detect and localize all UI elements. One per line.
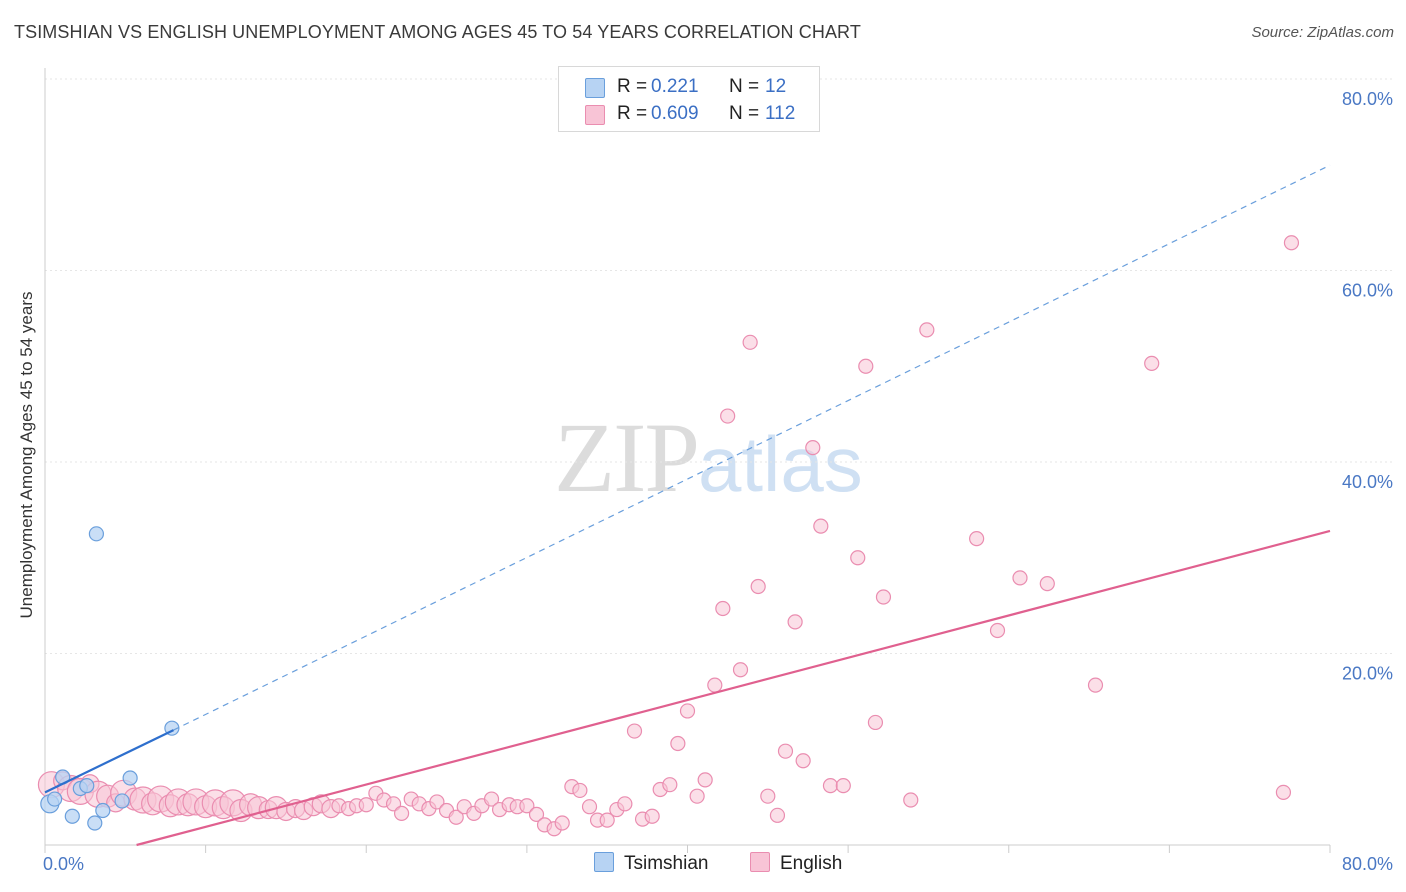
english-point xyxy=(795,753,811,769)
watermark-atlas: atlas xyxy=(698,420,863,508)
tsimshian-point xyxy=(79,778,95,794)
english-point xyxy=(835,778,851,794)
english-point xyxy=(644,808,660,824)
english-point xyxy=(617,796,633,812)
english-point xyxy=(670,735,686,752)
x-tick-label: 0.0% xyxy=(43,854,84,874)
legend-r-value: 0.609 xyxy=(651,103,699,124)
y-tick-label: 20.0% xyxy=(1342,664,1393,684)
y-tick-label: 60.0% xyxy=(1342,281,1393,301)
tsimshian-swatch xyxy=(585,78,605,98)
y-tick-label: 40.0% xyxy=(1342,472,1393,492)
legend-row-tsimshian: R = 0.221 N = 12 xyxy=(559,73,819,101)
legend-n-label: N = xyxy=(729,76,760,97)
english-point xyxy=(519,798,535,814)
english-point xyxy=(1039,576,1055,592)
english-point xyxy=(989,622,1006,639)
bottom-legend-tsimshian: Tsimshian xyxy=(594,852,708,875)
source-label: Source: ZipAtlas.com xyxy=(1251,24,1394,41)
english-point xyxy=(919,322,935,338)
legend-r-label: R = xyxy=(617,76,648,97)
legend-r-label: R = xyxy=(617,103,648,124)
tsimshian-point xyxy=(64,808,80,824)
tsimshian-trend-extension xyxy=(173,164,1331,731)
english-point xyxy=(429,794,445,810)
english-point xyxy=(679,703,696,719)
english-point xyxy=(715,600,731,617)
english-trend-line xyxy=(136,529,1331,847)
english-legend-label: English xyxy=(780,853,843,874)
english-point xyxy=(969,530,985,547)
tsimshian-trend-line xyxy=(44,729,174,794)
legend-n-value: 12 xyxy=(765,76,787,97)
tsimshian-point xyxy=(47,791,63,807)
english-point xyxy=(393,805,410,822)
english-point xyxy=(358,797,374,813)
english-point xyxy=(697,772,713,788)
english-point xyxy=(805,440,821,456)
legend-n-label: N = xyxy=(729,103,760,124)
y-axis-label: Unemployment Among Ages 45 to 54 years xyxy=(17,291,36,619)
english-point xyxy=(787,614,803,630)
bottom-legend-english: English xyxy=(750,852,842,875)
english-point xyxy=(1012,570,1028,586)
english-point xyxy=(903,792,919,808)
english-point xyxy=(720,408,736,424)
zipatlas-watermark: ZIPatlas xyxy=(554,400,863,515)
english-point xyxy=(572,782,588,799)
english-point xyxy=(1275,784,1292,800)
tsimshian-point xyxy=(88,526,105,542)
english-point xyxy=(1144,355,1160,371)
tsimshian-point xyxy=(95,802,111,819)
english-point xyxy=(1283,235,1300,251)
english-point xyxy=(875,589,892,605)
y-tick-label: 80.0% xyxy=(1342,89,1393,109)
tsimshian-legend-label: Tsimshian xyxy=(624,853,709,874)
english-swatch xyxy=(585,105,605,125)
english-point xyxy=(662,777,678,793)
stats-legend: R = 0.221 N = 12 R = 0.609 N = 112 xyxy=(558,66,820,132)
english-point xyxy=(858,358,874,374)
english-point xyxy=(528,806,545,822)
english-point xyxy=(448,809,464,825)
english-point xyxy=(626,723,643,739)
english-point xyxy=(483,791,500,807)
legend-n-value: 112 xyxy=(765,103,796,124)
watermark-zip: ZIP xyxy=(554,402,700,513)
english-legend-swatch xyxy=(750,852,770,872)
english-point xyxy=(822,778,839,794)
tsimshian-point xyxy=(87,815,103,831)
tsimshian-point xyxy=(122,770,138,786)
english-point xyxy=(581,799,598,815)
english-point xyxy=(707,677,723,693)
legend-r-value: 0.221 xyxy=(651,76,699,97)
english-point xyxy=(689,788,705,804)
chart-title: TSIMSHIAN VS ENGLISH UNEMPLOYMENT AMONG … xyxy=(14,22,861,42)
english-point xyxy=(777,743,794,759)
english-point xyxy=(1087,677,1104,693)
legend-row-english: R = 0.609 N = 112 xyxy=(559,100,819,128)
english-point xyxy=(769,807,786,823)
english-point xyxy=(554,815,570,831)
x-tick-label: 80.0% xyxy=(1342,854,1393,874)
english-point xyxy=(760,788,776,804)
english-point xyxy=(732,662,749,678)
english-point xyxy=(742,334,758,350)
english-point xyxy=(599,812,615,828)
english-point xyxy=(850,550,866,566)
english-point xyxy=(813,518,829,534)
tsimshian-point xyxy=(114,793,130,809)
english-point xyxy=(750,578,766,595)
tsimshian-legend-swatch xyxy=(594,852,614,872)
english-point xyxy=(867,714,884,731)
